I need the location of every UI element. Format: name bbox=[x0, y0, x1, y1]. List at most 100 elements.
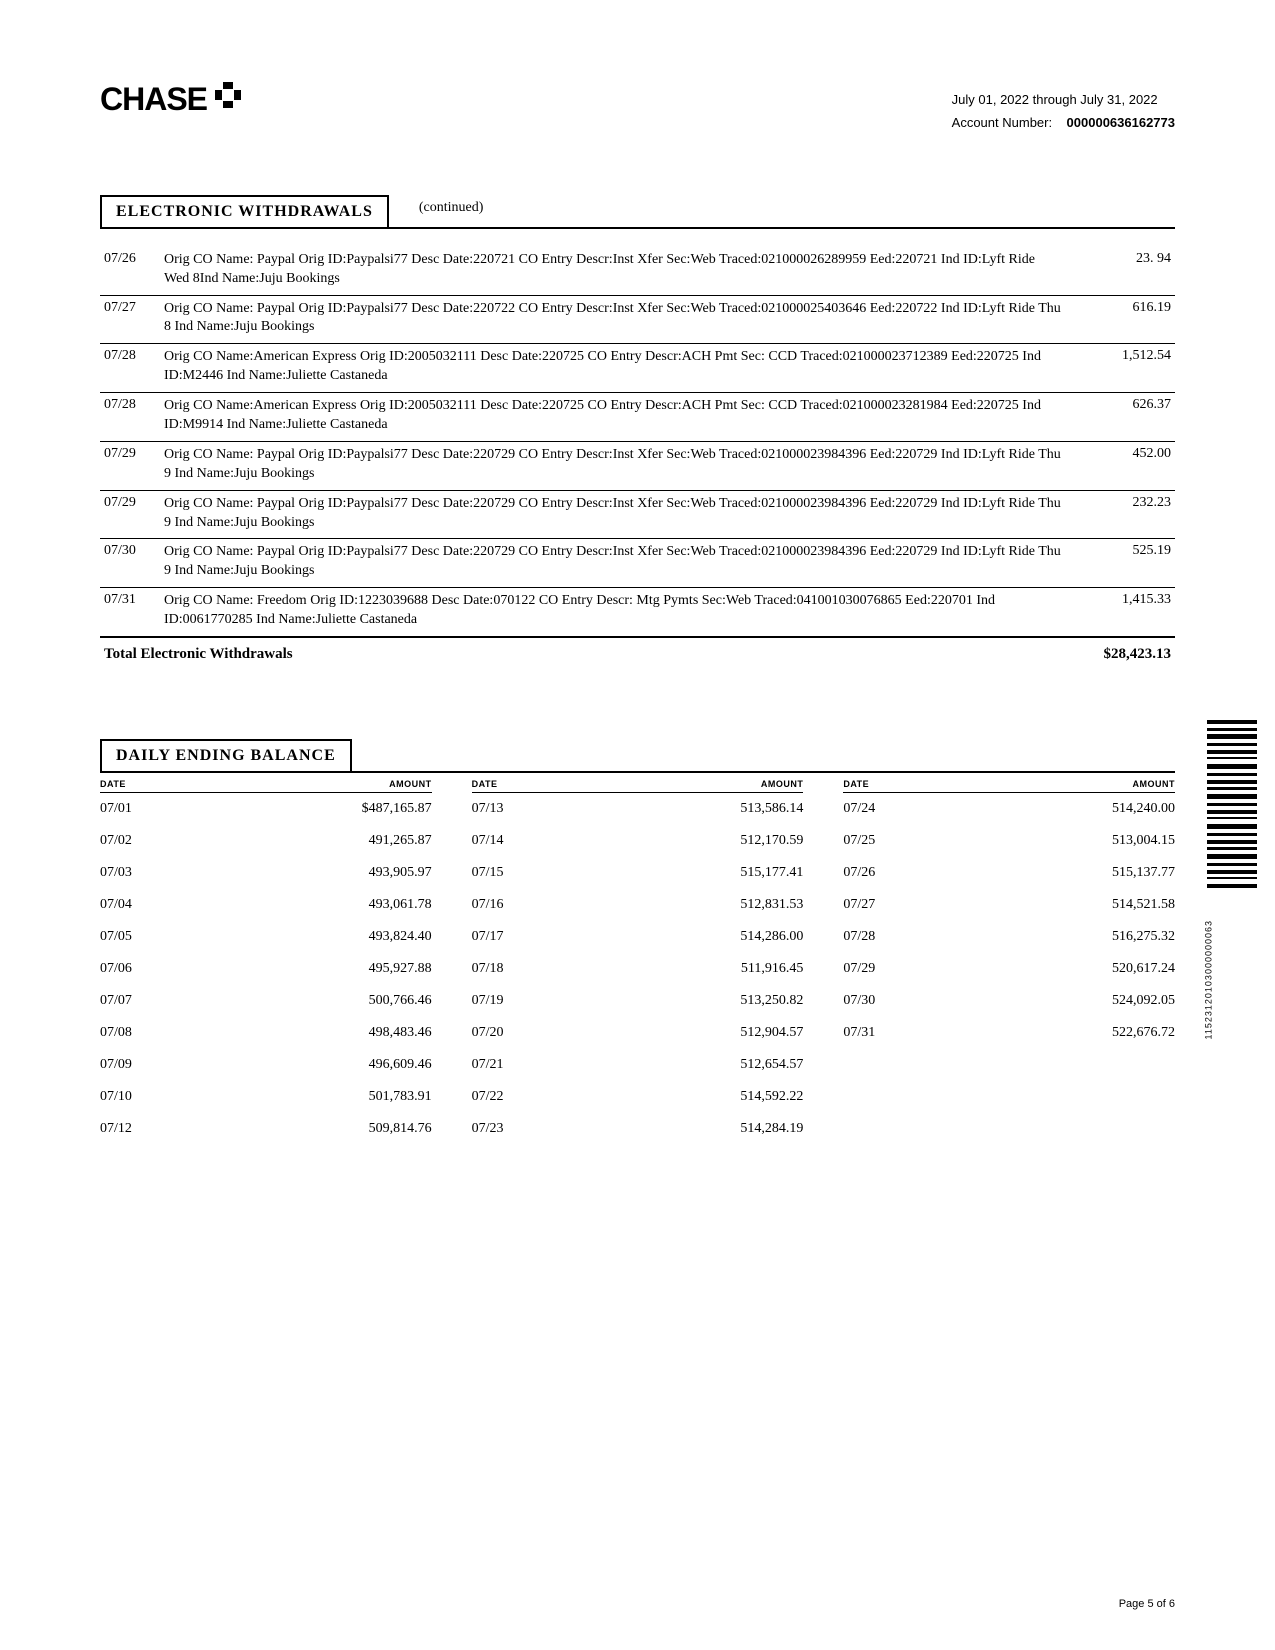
balance-row: 07/02491,265.87 bbox=[100, 825, 432, 857]
account-line: Account Number: 000000636162773 bbox=[952, 111, 1175, 134]
balance-amount: 491,265.87 bbox=[170, 833, 432, 849]
withdrawal-date: 07/29 bbox=[100, 441, 160, 490]
balance-row: 07/25513,004.15 bbox=[843, 825, 1175, 857]
withdrawal-date: 07/30 bbox=[100, 539, 160, 588]
balance-date: 07/14 bbox=[472, 833, 542, 849]
balance-date: 07/19 bbox=[472, 993, 542, 1009]
balance-row: 07/04493,061.78 bbox=[100, 889, 432, 921]
account-label: Account Number: bbox=[952, 115, 1052, 130]
balance-column-header: DATEAMOUNT bbox=[472, 773, 804, 793]
balance-date: 07/15 bbox=[472, 865, 542, 881]
withdrawal-row: 07/28Orig CO Name:American Express Orig … bbox=[100, 344, 1175, 393]
balance-date: 07/30 bbox=[843, 993, 913, 1009]
balance-date: 07/31 bbox=[843, 1025, 913, 1041]
balance-row: 07/07500,766.46 bbox=[100, 985, 432, 1017]
withdrawal-row: 07/29Orig CO Name: Paypal Orig ID:Paypal… bbox=[100, 441, 1175, 490]
balance-row: 07/30524,092.05 bbox=[843, 985, 1175, 1017]
balance-row: 07/24514,240.00 bbox=[843, 793, 1175, 825]
balance-date: 07/25 bbox=[843, 833, 913, 849]
withdrawals-body: 07/26Orig CO Name: Paypal Orig ID:Paypal… bbox=[100, 247, 1175, 636]
balance-date: 07/28 bbox=[843, 929, 913, 945]
withdrawal-description: Orig CO Name: Paypal Orig ID:Paypalsi77 … bbox=[160, 295, 1065, 344]
balance-date: 07/07 bbox=[100, 993, 170, 1009]
balance-date: 07/21 bbox=[472, 1057, 542, 1073]
balance-amount: 509,814.76 bbox=[170, 1121, 432, 1137]
balance-amount: 512,831.53 bbox=[542, 897, 804, 913]
statement-period: July 01, 2022 through July 31, 2022 bbox=[952, 88, 1175, 111]
withdrawal-description: Orig CO Name:American Express Orig ID:20… bbox=[160, 344, 1065, 393]
withdrawals-title: ELECTRONIC WITHDRAWALS bbox=[100, 195, 389, 227]
balance-row: 07/05493,824.40 bbox=[100, 921, 432, 953]
withdrawal-row: 07/28Orig CO Name:American Express Orig … bbox=[100, 393, 1175, 442]
balance-row: 07/08498,483.46 bbox=[100, 1017, 432, 1049]
balance-title: DAILY ENDING BALANCE bbox=[100, 739, 352, 771]
balance-row: 07/06495,927.88 bbox=[100, 953, 432, 985]
balance-date: 07/26 bbox=[843, 865, 913, 881]
withdrawal-date: 07/31 bbox=[100, 588, 160, 636]
balance-date: 07/08 bbox=[100, 1025, 170, 1041]
balance-column-header: DATEAMOUNT bbox=[843, 773, 1175, 793]
balance-date: 07/02 bbox=[100, 833, 170, 849]
balance-columns: DATEAMOUNT07/01$487,165.8707/02491,265.8… bbox=[100, 773, 1175, 1145]
balance-amount: 524,092.05 bbox=[913, 993, 1175, 1009]
withdrawal-row: 07/31Orig CO Name: Freedom Orig ID:12230… bbox=[100, 588, 1175, 636]
balance-row: 07/21512,654.57 bbox=[472, 1049, 804, 1081]
balance-row: 07/28516,275.32 bbox=[843, 921, 1175, 953]
balance-head-date: DATE bbox=[100, 779, 170, 789]
balance-head-amount: AMOUNT bbox=[170, 779, 432, 789]
balance-row: 07/23514,284.19 bbox=[472, 1113, 804, 1145]
balance-row: 07/01$487,165.87 bbox=[100, 793, 432, 825]
balance-amount: 512,904.57 bbox=[542, 1025, 804, 1041]
balance-amount: 493,905.97 bbox=[170, 865, 432, 881]
withdrawal-date: 07/29 bbox=[100, 490, 160, 539]
balance-date: 07/09 bbox=[100, 1057, 170, 1073]
balance-amount: 512,170.59 bbox=[542, 833, 804, 849]
account-number: 000000636162773 bbox=[1067, 115, 1175, 130]
balance-row: 07/20512,904.57 bbox=[472, 1017, 804, 1049]
balance-amount: 515,137.77 bbox=[913, 865, 1175, 881]
balance-row: 07/03493,905.97 bbox=[100, 857, 432, 889]
balance-column: DATEAMOUNT07/24514,240.0007/25513,004.15… bbox=[843, 773, 1175, 1145]
balance-row: 07/31522,676.72 bbox=[843, 1017, 1175, 1049]
balance-row: 07/27514,521.58 bbox=[843, 889, 1175, 921]
page-header: CHASE July 01, 2022 through July 31, 202… bbox=[100, 80, 1175, 135]
balance-column: DATEAMOUNT07/13513,586.1407/14512,170.59… bbox=[472, 773, 804, 1145]
withdrawal-amount: 23. 94 bbox=[1065, 247, 1175, 295]
balance-amount: 514,592.22 bbox=[542, 1089, 804, 1105]
withdrawals-total-row: Total Electronic Withdrawals $28,423.13 bbox=[100, 637, 1175, 669]
continued-label: (continued) bbox=[419, 200, 484, 222]
balance-column: DATEAMOUNT07/01$487,165.8707/02491,265.8… bbox=[100, 773, 432, 1145]
balance-column-header: DATEAMOUNT bbox=[100, 773, 432, 793]
withdrawal-date: 07/28 bbox=[100, 344, 160, 393]
withdrawal-row: 07/29Orig CO Name: Paypal Orig ID:Paypal… bbox=[100, 490, 1175, 539]
balance-date: 07/12 bbox=[100, 1121, 170, 1137]
balance-amount: 516,275.32 bbox=[913, 929, 1175, 945]
balance-date: 07/29 bbox=[843, 961, 913, 977]
withdrawal-amount: 452.00 bbox=[1065, 441, 1175, 490]
balance-amount: 520,617.24 bbox=[913, 961, 1175, 977]
balance-row: 07/26515,137.77 bbox=[843, 857, 1175, 889]
withdrawal-amount: 616.19 bbox=[1065, 295, 1175, 344]
withdrawal-row: 07/30Orig CO Name: Paypal Orig ID:Paypal… bbox=[100, 539, 1175, 588]
balance-row: 07/10501,783.91 bbox=[100, 1081, 432, 1113]
balance-amount: 493,824.40 bbox=[170, 929, 432, 945]
balance-amount: 513,586.14 bbox=[542, 801, 804, 817]
balance-amount: 514,240.00 bbox=[913, 801, 1175, 817]
balance-date: 07/17 bbox=[472, 929, 542, 945]
balance-amount: 514,521.58 bbox=[913, 897, 1175, 913]
withdrawals-total-label: Total Electronic Withdrawals bbox=[100, 637, 877, 669]
withdrawals-total-amount: $28,423.13 bbox=[877, 637, 1175, 669]
balance-section: DAILY ENDING BALANCE DATEAMOUNT07/01$487… bbox=[100, 739, 1175, 1145]
balance-row: 07/22514,592.22 bbox=[472, 1081, 804, 1113]
balance-row: 07/16512,831.53 bbox=[472, 889, 804, 921]
withdrawal-description: Orig CO Name: Paypal Orig ID:Paypalsi77 … bbox=[160, 441, 1065, 490]
balance-row: 07/09496,609.46 bbox=[100, 1049, 432, 1081]
brand-text: CHASE bbox=[100, 81, 207, 118]
withdrawal-amount: 1,512.54 bbox=[1065, 344, 1175, 393]
balance-row: 07/17514,286.00 bbox=[472, 921, 804, 953]
withdrawal-description: Orig CO Name:American Express Orig ID:20… bbox=[160, 393, 1065, 442]
balance-date: 07/16 bbox=[472, 897, 542, 913]
withdrawal-date: 07/27 bbox=[100, 295, 160, 344]
balance-head-amount: AMOUNT bbox=[913, 779, 1175, 789]
balance-date: 07/03 bbox=[100, 865, 170, 881]
